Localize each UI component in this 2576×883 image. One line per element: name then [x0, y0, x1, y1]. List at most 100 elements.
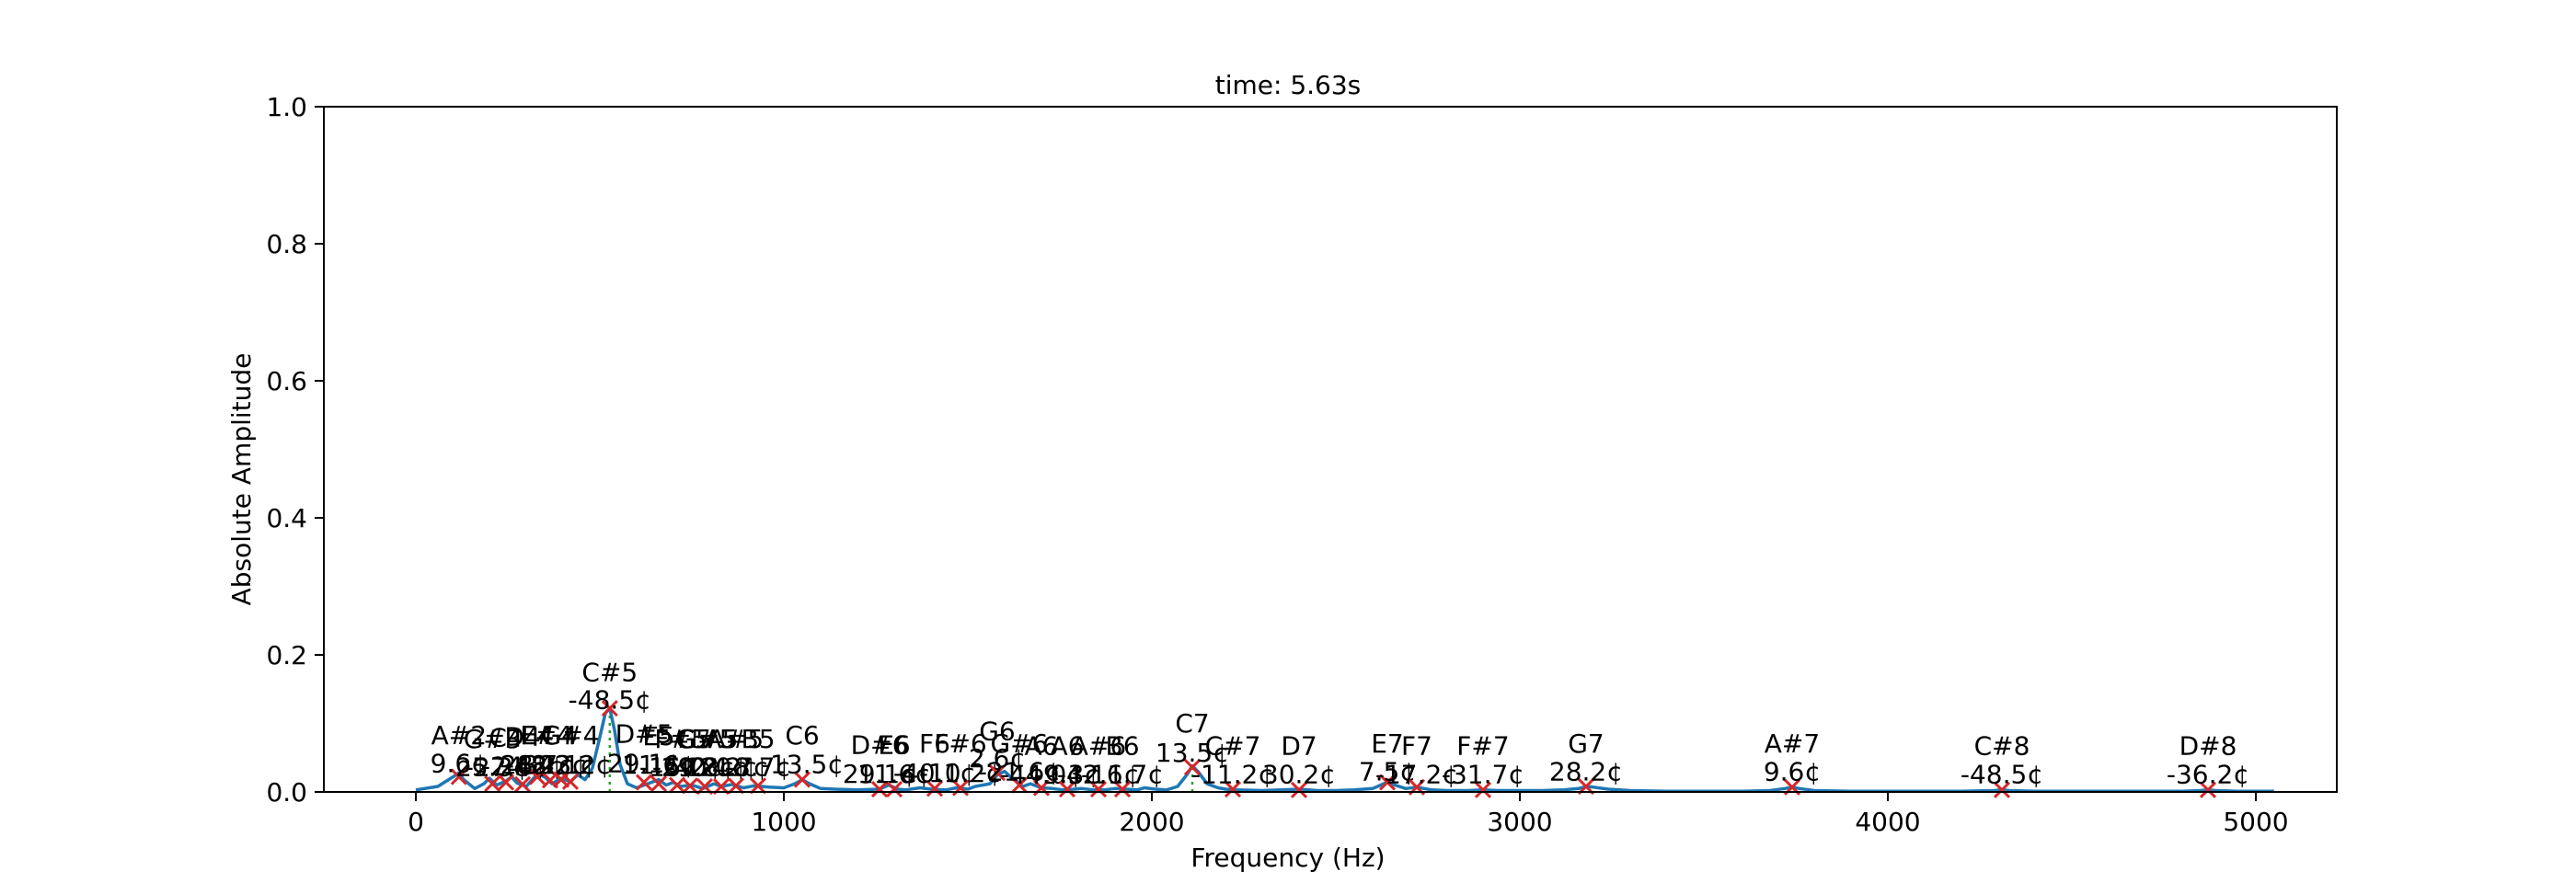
peak-marker [650, 774, 668, 793]
peak-marker [668, 776, 686, 794]
peak-marker-stroke [988, 764, 1006, 782]
peak-cents-label: -10.2¢ [919, 758, 1002, 788]
y-tick-label: 1.0 [266, 92, 307, 122]
peak-cents-label: -48.5¢ [1961, 760, 2043, 790]
x-tick-label: 0 [408, 807, 424, 837]
peak-marker [1993, 781, 2011, 798]
peak-marker-stroke [749, 777, 767, 795]
peak-marker-stroke [727, 777, 745, 795]
peak-marker-stroke [650, 774, 668, 793]
peak-cents-label: 2.6¢ [969, 743, 1026, 774]
plot-frame [323, 106, 2338, 793]
peak-marker [749, 777, 767, 795]
peak-note-label: E7 [1371, 728, 1404, 759]
peak-marker [484, 774, 501, 793]
peak-marker-stroke [1113, 780, 1132, 798]
peak-note-label: G#3 [464, 724, 522, 754]
peak-marker-stroke [1224, 780, 1242, 798]
peak-marker [1474, 781, 1492, 798]
peak-cents-label: 29.1¢ [607, 749, 681, 779]
peak-marker-stroke [561, 773, 580, 790]
peak-note-label: C#5 [581, 658, 638, 688]
x-tick-label: 4000 [1855, 807, 1920, 837]
chart-title: time: 5.63s [1215, 70, 1362, 100]
peak-marker [1290, 781, 1308, 798]
peak-note-label: C6 [785, 720, 819, 751]
peak-marker-stroke [450, 768, 467, 786]
peak-note-label: F#4 [520, 720, 572, 751]
peak-marker-stroke [681, 777, 699, 795]
peak-note-label: D#8 [2179, 730, 2237, 761]
peak-marker-stroke [1010, 776, 1029, 794]
peak-cents-label: 12.2¢ [684, 751, 758, 782]
peak-note-label: F#6 [934, 728, 986, 759]
peak-marker-stroke [668, 776, 686, 794]
peak-cents-label: -42.2¢ [529, 750, 612, 780]
peak-cents-label: 9.6¢ [431, 749, 488, 779]
peak-cents-label: -16.7¢ [1081, 760, 1164, 790]
peak-marker [450, 768, 467, 786]
peak-marker [870, 780, 889, 798]
peak-note-label: A5 [705, 724, 739, 754]
peak-marker-stroke [552, 771, 570, 788]
peak-marker [1378, 774, 1397, 791]
y-tick-label: 0.4 [266, 503, 307, 533]
peak-marker [926, 780, 944, 797]
x-tick-label: 5000 [2223, 807, 2288, 837]
peak-marker-stroke [484, 774, 501, 793]
peak-marker [1183, 759, 1202, 776]
peak-marker-stroke [1089, 780, 1108, 798]
peak-marker [681, 777, 699, 795]
peak-note-label: C7 [1175, 708, 1209, 739]
x-tick-label: 2000 [1119, 807, 1184, 837]
peak-cents-label: -36.2¢ [2167, 760, 2249, 790]
peak-marker-stroke [2199, 781, 2217, 798]
peak-cents-label: -17.2¢ [1375, 760, 1458, 790]
peak-cents-label: -9.3¢ [1034, 760, 1100, 790]
peak-marker-stroke [1183, 759, 1202, 776]
peak-note-label: F6 [919, 728, 950, 759]
peak-marker-stroke [497, 774, 515, 791]
peak-note-label: B5 [741, 724, 775, 754]
y-tick-label: 0.2 [266, 640, 307, 671]
peak-cents-label: 13.5¢ [1156, 738, 1229, 768]
y-tick-label: 0.8 [266, 229, 307, 259]
peak-cents-label: 30.2¢ [1262, 760, 1336, 790]
peak-note-label: G#5 [678, 724, 736, 754]
peak-marker-stroke [885, 780, 903, 798]
peak-cents-label: 28.7¢ [500, 750, 574, 780]
peak-cents-label: 7.5¢ [1359, 757, 1416, 787]
peak-marker-stroke [926, 780, 944, 797]
peak-marker [528, 768, 546, 786]
peak-cents-label: -48.3¢ [505, 750, 588, 780]
peak-cents-label: 11.6¢ [622, 750, 696, 780]
peak-note-label: G7 [1568, 728, 1604, 759]
peak-cents-label: -24.2¢ [481, 751, 564, 782]
peak-cents-label: -4.7¢ [703, 751, 769, 782]
peak-cents-label: -48.5¢ [569, 684, 651, 715]
peak-note-label: B6 [1105, 730, 1139, 761]
peak-marker-stroke [1474, 781, 1492, 798]
peak-note-label: C4 [489, 722, 523, 752]
peak-note-label: G#6 [991, 728, 1049, 759]
peak-marker [988, 764, 1006, 782]
peak-note-label: G5 [675, 724, 712, 754]
peak-marker [1058, 780, 1076, 798]
peak-note-label: A#6 [1071, 730, 1126, 761]
peak-marker-stroke [528, 768, 546, 786]
peak-cents-label: 32.1¢ [523, 750, 596, 780]
peak-note-label: F#5 [654, 724, 707, 754]
peak-cents-label: -40.0¢ [665, 751, 748, 782]
y-tick-label: 0.0 [266, 777, 307, 808]
peak-marker [1224, 780, 1242, 798]
peak-marker-stroke [601, 700, 618, 717]
x-axis-label: Frequency (Hz) [1190, 843, 1385, 873]
peak-note-label: A6 [1051, 730, 1085, 761]
peak-cents-label: -40.1¢ [893, 758, 976, 788]
peak-cents-label: 9.6¢ [1764, 757, 1821, 787]
peak-note-label: A#7 [1765, 728, 1820, 759]
peak-note-label: E4 [521, 720, 554, 751]
peak-marker [497, 774, 515, 791]
